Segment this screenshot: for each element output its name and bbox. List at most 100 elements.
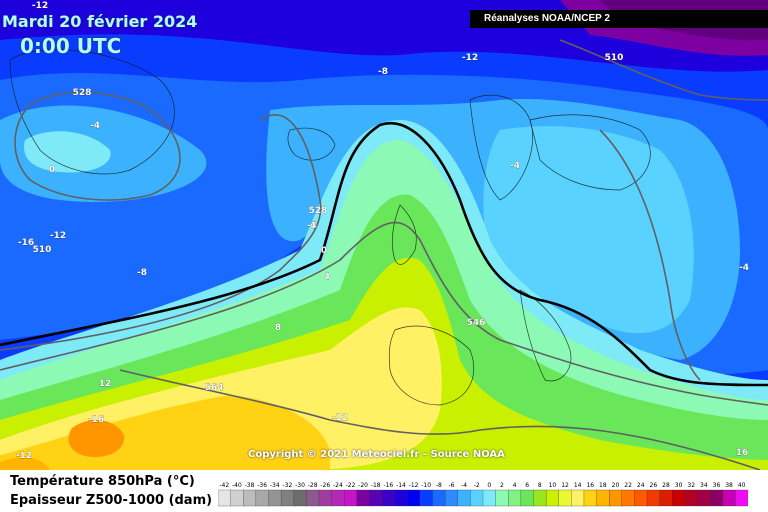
scale-label: -16 <box>383 482 393 489</box>
temperature-label: 0 <box>321 246 327 256</box>
scale-label: 2 <box>500 482 504 489</box>
scale-label: 0 <box>487 482 491 489</box>
temp-band-greenland-core <box>24 131 111 173</box>
contour-east <box>599 129 701 381</box>
temperature-label: 0 <box>49 165 55 175</box>
scale-swatch <box>243 489 257 507</box>
scale-swatch <box>495 489 509 507</box>
temperature-label: -4 <box>90 121 100 131</box>
scale-label: -24 <box>333 482 343 489</box>
scale-label: -22 <box>346 482 356 489</box>
scale-swatch <box>520 489 534 507</box>
map-time: 0:00 UTC <box>20 34 122 58</box>
scale-swatch <box>230 489 244 507</box>
scale-swatch <box>218 489 232 507</box>
scale-swatch <box>293 489 307 507</box>
scale-swatch <box>444 489 459 507</box>
scale-swatch <box>659 489 673 507</box>
contour-528-atlantic <box>0 114 322 351</box>
temperature-label: -12 <box>32 1 48 11</box>
scale-swatch <box>709 489 724 507</box>
thickness-contours <box>0 39 768 470</box>
scale-label: -32 <box>282 482 292 489</box>
scale-label: 20 <box>612 482 620 489</box>
scale-swatch <box>369 489 383 507</box>
scale-label: -30 <box>295 482 305 489</box>
scale-swatch <box>457 489 471 507</box>
temperature-label: 4 <box>324 272 330 282</box>
scale-swatch <box>432 489 446 507</box>
scale-label: -40 <box>232 482 242 489</box>
scale-swatch <box>470 489 484 507</box>
scale-label: -28 <box>308 482 318 489</box>
thickness-labels: 528 510 528 546 564 510 <box>32 53 624 393</box>
scale-label: 40 <box>738 482 746 489</box>
scale-swatch <box>609 489 623 507</box>
scale-swatch <box>331 489 345 507</box>
scale-swatch <box>634 489 648 507</box>
scale-label: 8 <box>538 482 542 489</box>
temperature-label: -4 <box>307 221 317 231</box>
temperature-color-scale: -42 -40 -38 -36 -34 -32 -30 -28 -26 -24 -22 -20 -18-… <box>218 482 748 507</box>
contour-510-north <box>559 39 768 101</box>
scale-swatch <box>268 489 282 507</box>
scale-swatch <box>280 489 295 507</box>
scale-label: 24 <box>637 482 645 489</box>
legend-title-temperature: Température 850hPa (°C) <box>10 474 195 489</box>
scale-label: -14 <box>396 482 406 489</box>
scale-swatch <box>356 489 370 507</box>
scale-label: 26 <box>650 482 658 489</box>
temperature-label: 16 <box>736 448 749 458</box>
temp-band-minus2 <box>483 126 694 334</box>
temperature-label: -4 <box>739 263 749 273</box>
scale-label: -34 <box>270 482 280 489</box>
scale-label: -42 <box>219 482 229 489</box>
scale-swatch <box>255 489 269 507</box>
temperature-label: -12 <box>332 413 348 423</box>
scale-label: -36 <box>257 482 267 489</box>
scale-swatch <box>697 489 711 507</box>
map-date: Mardi 20 février 2024 <box>2 12 198 31</box>
scale-swatch <box>684 489 698 507</box>
scale-label: 6 <box>525 482 529 489</box>
scale-swatch <box>533 489 547 507</box>
temperature-label: -12 <box>50 231 66 241</box>
scale-swatch <box>646 489 661 507</box>
isotherm-zero-line <box>0 122 768 387</box>
scale-swatch <box>419 489 433 507</box>
temperature-label: -8 <box>137 268 147 278</box>
scale-label: 18 <box>599 482 607 489</box>
temp-band-plus16 <box>68 419 125 458</box>
temperature-label: -12 <box>462 53 478 63</box>
scale-swatch <box>545 489 560 507</box>
scale-label: 14 <box>574 482 582 489</box>
map-labels-layer: -12 -8 -12 -4 0 -4 -16 -12 -8 -4 0 4 8 -4 -12 12 -16 -12 1… <box>16 1 750 461</box>
scale-label: 30 <box>675 482 683 489</box>
scale-label: 32 <box>687 482 695 489</box>
scale-label: 12 <box>561 482 569 489</box>
scale-swatch <box>596 489 610 507</box>
copyright-notice: Copyright © 2021 Meteociel.fr - Source N… <box>248 449 505 460</box>
scale-swatch <box>583 489 598 507</box>
thickness-label: 546 <box>467 318 486 328</box>
scale-swatch <box>621 489 635 507</box>
thickness-label: 528 <box>73 88 92 98</box>
scale-label: 4 <box>513 482 517 489</box>
contour-546 <box>0 221 768 406</box>
data-source-banner: Réanalyses NOAA/NCEP 2 <box>470 10 768 28</box>
scale-label: -26 <box>320 482 330 489</box>
temp-band-south-plus14 <box>0 457 50 470</box>
scale-label: 38 <box>725 482 733 489</box>
scale-label: -8 <box>436 482 442 489</box>
temperature-label: -8 <box>378 67 388 77</box>
temperature-label: -12 <box>16 451 32 461</box>
scale-label: 28 <box>662 482 670 489</box>
scale-label: -2 <box>474 482 480 489</box>
thickness-label: 510 <box>605 53 624 63</box>
scale-swatch <box>482 489 497 507</box>
scale-label: 22 <box>624 482 632 489</box>
contour-528-greenland <box>14 91 181 201</box>
temperature-label: 12 <box>99 379 112 389</box>
scale-swatch <box>381 489 396 507</box>
